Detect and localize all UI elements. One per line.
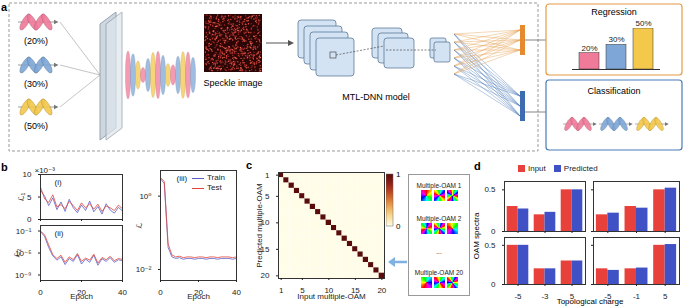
svg-text:10⁻¹: 10⁻¹: [16, 227, 32, 236]
svg-text:50%: 50%: [635, 19, 651, 28]
svg-text:(50%): (50%): [24, 121, 48, 131]
svg-text:(30%): (30%): [24, 79, 48, 89]
svg-text:5: 5: [570, 292, 575, 301]
svg-text:20: 20: [261, 271, 270, 280]
svg-text:c: c: [246, 159, 252, 171]
svg-text:0: 0: [38, 288, 43, 297]
svg-text:5: 5: [265, 192, 270, 201]
svg-text:40: 40: [232, 288, 241, 297]
svg-text:ℒ: ℒ: [135, 222, 144, 228]
html-text:Test: Test: [207, 183, 222, 192]
svg-text:0: 0: [158, 288, 163, 297]
svg-text:MTL-DNN model: MTL-DNN model: [342, 92, 410, 102]
svg-text:-1: -1: [633, 292, 641, 301]
svg-text:b: b: [1, 161, 8, 173]
svg-text:ℒ₁: ℒ₁: [17, 192, 26, 201]
svg-text:0: 0: [27, 215, 32, 224]
html-text:Train: Train: [207, 173, 225, 182]
svg-text:-5: -5: [514, 292, 522, 301]
svg-text:0.5: 0.5: [484, 241, 496, 250]
svg-text:ℒ₂: ℒ₂: [13, 249, 22, 258]
svg-text:10⁰: 10⁰: [139, 192, 151, 201]
svg-text:-5: -5: [604, 292, 612, 301]
svg-text:1: 1: [265, 171, 270, 180]
svg-text:Classification: Classification: [587, 86, 640, 96]
svg-text:0: 0: [491, 280, 496, 289]
svg-text:(ii): (ii): [55, 229, 64, 238]
svg-text:Speckle image: Speckle image: [203, 78, 262, 88]
svg-text:10⁻⁵: 10⁻⁵: [15, 248, 32, 258]
svg-text:10: 10: [260, 218, 270, 228]
svg-text:30%: 30%: [608, 35, 624, 44]
svg-text:10⁻²: 10⁻²: [136, 265, 152, 274]
svg-text:(20%): (20%): [24, 36, 48, 46]
svg-text:Input multiple-OAM: Input multiple-OAM: [297, 292, 366, 301]
html-text:Multiple-OAM 1: Multiple-OAM 1: [416, 182, 462, 189]
svg-text:Regression: Regression: [591, 7, 637, 17]
svg-text:0: 0: [491, 227, 496, 236]
svg-text:5: 5: [27, 193, 32, 202]
svg-text:×10⁻³: ×10⁻³: [35, 166, 56, 175]
svg-text:20: 20: [377, 286, 386, 295]
svg-text:Topological charge: Topological charge: [557, 297, 624, 306]
svg-text:10: 10: [23, 170, 32, 179]
svg-text:1: 1: [279, 286, 284, 295]
svg-text:0.5: 0.5: [484, 185, 496, 194]
svg-text:10⁻⁹: 10⁻⁹: [15, 271, 32, 280]
svg-text:Epoch: Epoch: [187, 292, 210, 301]
svg-text:15: 15: [260, 244, 270, 254]
svg-text:d: d: [474, 160, 481, 172]
svg-text:5: 5: [663, 292, 668, 301]
svg-text:40: 40: [118, 288, 127, 297]
svg-text:1: 1: [396, 170, 401, 179]
svg-text:(iii): (iii): [177, 174, 188, 183]
svg-text:a: a: [1, 1, 8, 13]
html-text:Predicted: Predicted: [563, 164, 598, 173]
svg-text:Predicted multiple-OAM: Predicted multiple-OAM: [255, 183, 264, 268]
html-text:Multiple-OAM 2: Multiple-OAM 2: [416, 215, 462, 222]
svg-text:Epoch: Epoch: [70, 292, 93, 301]
svg-text:OAM spectra: OAM spectra: [472, 212, 481, 259]
html-text:Multiple-OAM 20: Multiple-OAM 20: [414, 269, 464, 276]
svg-text:(i): (i): [55, 178, 62, 187]
svg-text:-3: -3: [541, 292, 549, 301]
svg-text:20%: 20%: [581, 44, 597, 53]
html-text:Input: Input: [528, 164, 546, 173]
svg-text:0: 0: [396, 222, 401, 231]
